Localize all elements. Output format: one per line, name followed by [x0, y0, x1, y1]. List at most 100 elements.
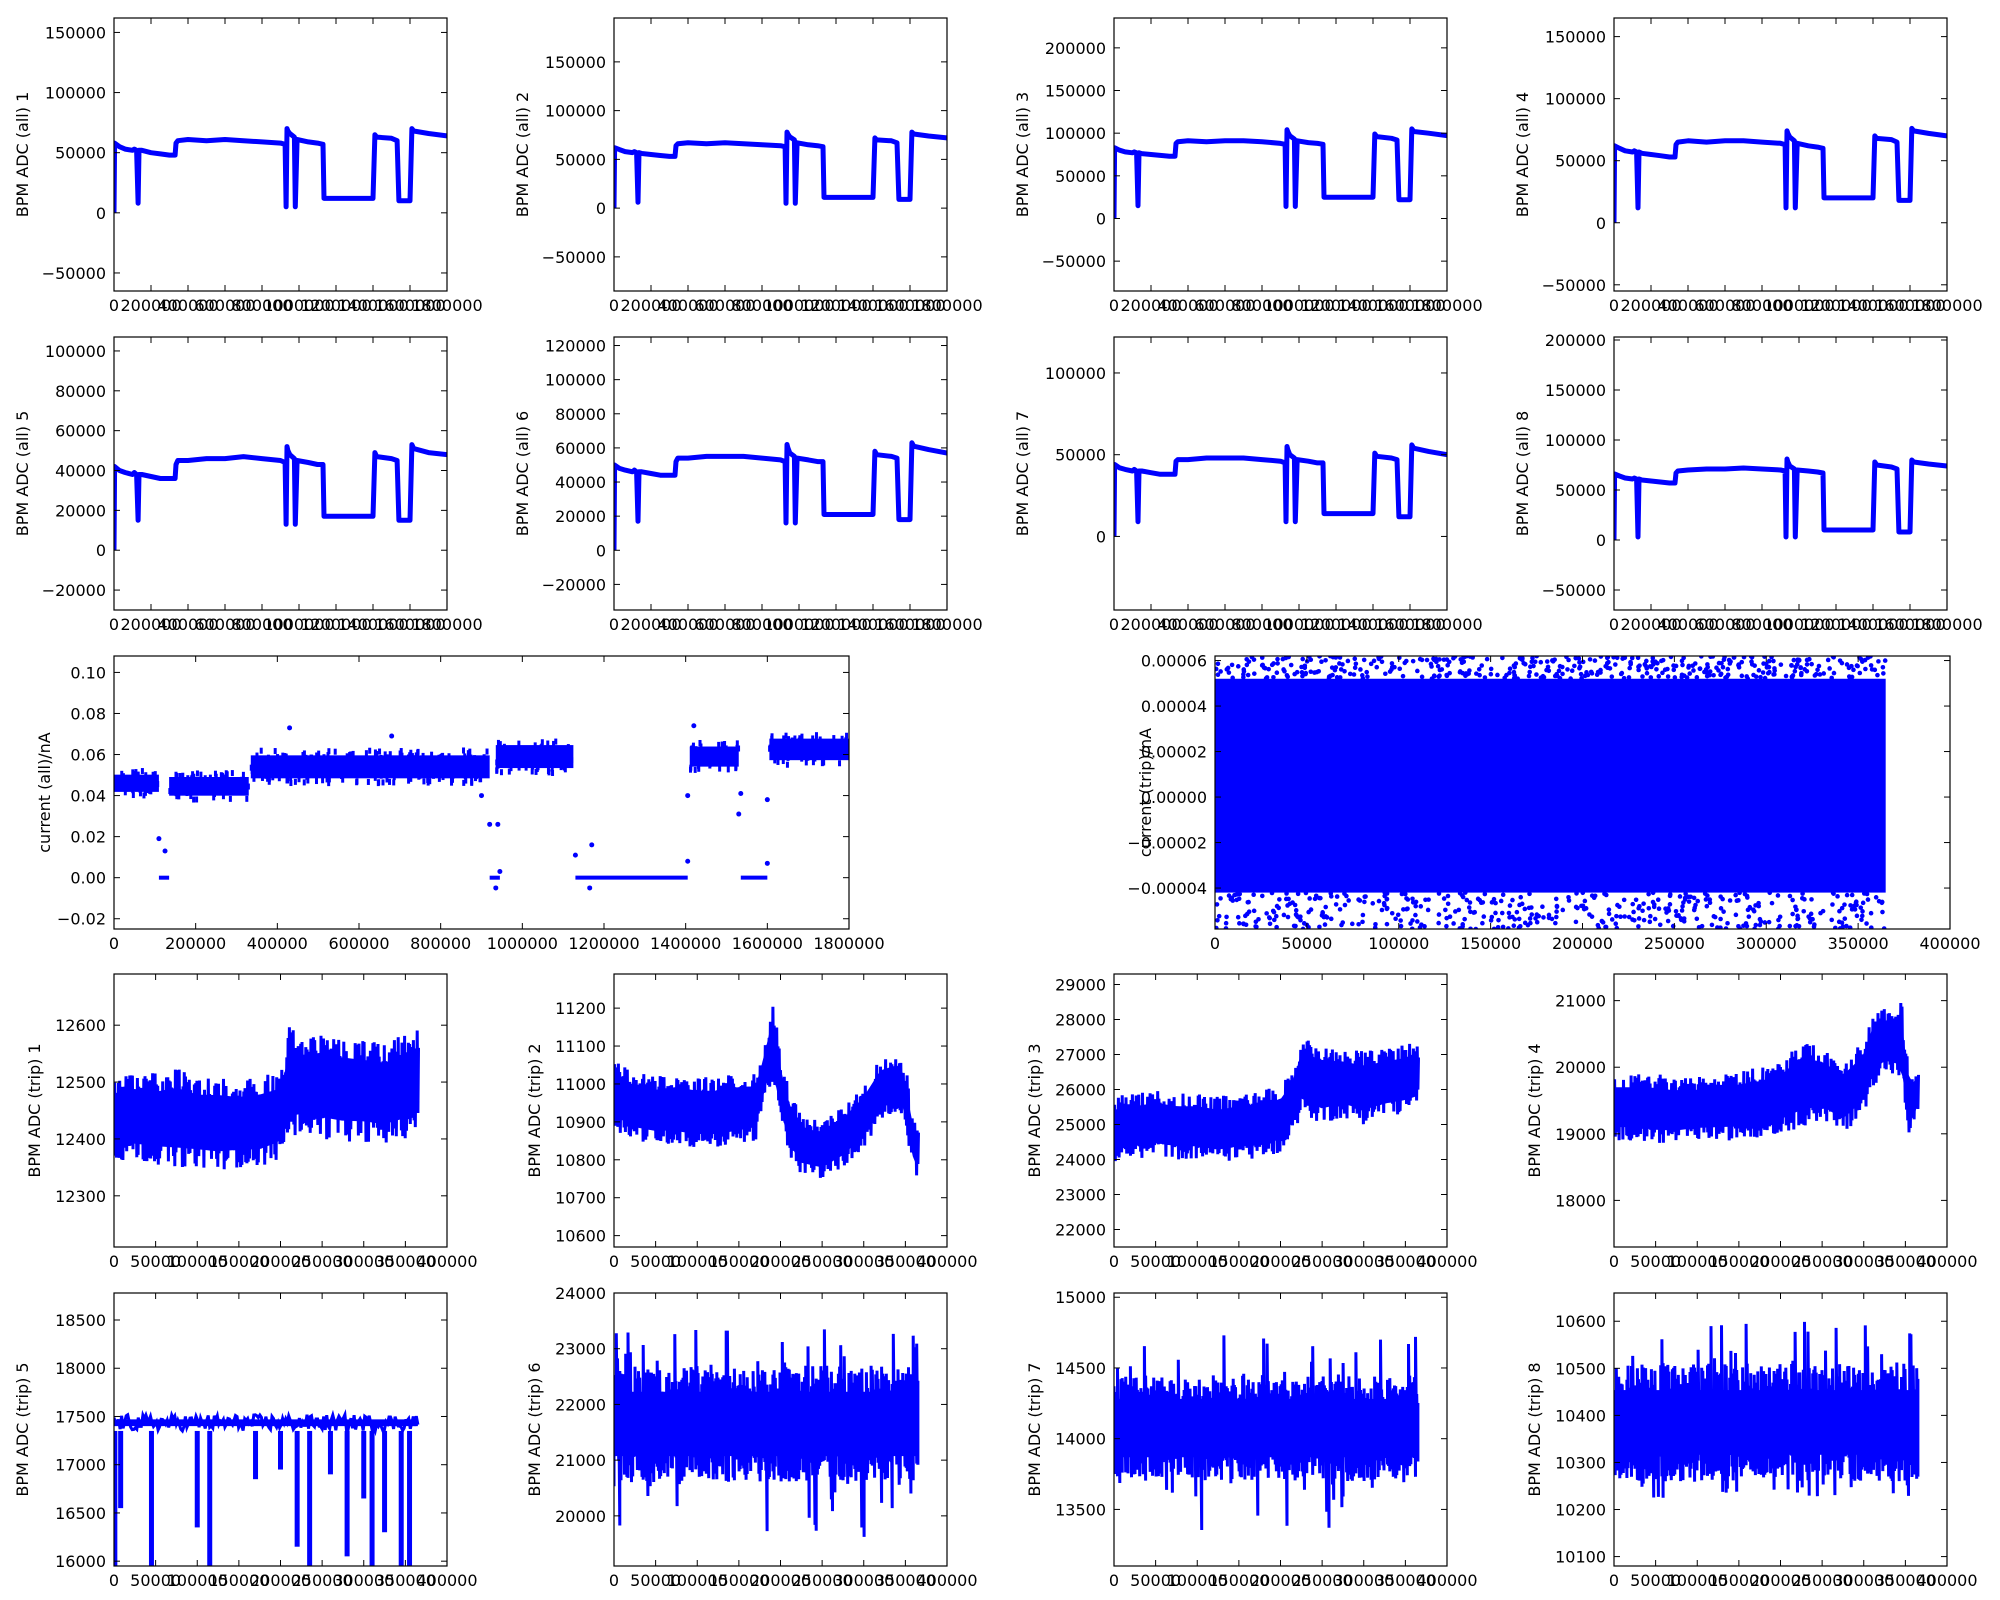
subplot-6: 0 200000400000600000800000100000012000001…	[513, 336, 983, 634]
scatter-point	[385, 776, 389, 783]
x-tick-label: 0	[1609, 296, 1619, 315]
scatter-point	[1360, 919, 1365, 925]
scatter-point	[1457, 926, 1463, 929]
subplot-11: 0 500001000001500002000002500003000003500…	[25, 973, 478, 1271]
scatter-point	[1880, 664, 1886, 670]
y-tick-label: 0.00004	[1141, 697, 1207, 716]
scatter-point	[717, 741, 721, 748]
scatter-point	[1488, 666, 1494, 672]
x-tick-label: 0	[609, 615, 619, 634]
scatter-point	[1815, 667, 1820, 673]
x-tick-label: 100000	[1667, 1571, 1728, 1590]
drop-spike	[398, 1430, 404, 1566]
plot-area	[114, 1409, 420, 1566]
scatter-point	[782, 735, 786, 742]
scatter-point	[1606, 907, 1612, 912]
subplot-18: 0 500001000001500002000002500003000003500…	[1525, 1292, 1978, 1590]
scatter-point	[1437, 657, 1442, 662]
x-tick-label: 0	[1109, 1571, 1119, 1590]
scatter-point	[1533, 916, 1538, 921]
x-tick-label: 50000	[1130, 1571, 1181, 1590]
outlier-point	[587, 885, 593, 891]
plot-area	[1614, 125, 1947, 223]
scatter-point	[293, 778, 297, 785]
scatter-point	[1709, 922, 1715, 928]
scatter-point	[1270, 908, 1276, 914]
scatter-point	[220, 772, 224, 779]
y-tick-label: 150000	[1545, 28, 1606, 47]
scatter-point	[1751, 908, 1757, 914]
scatter-point	[1881, 671, 1886, 676]
scatter-point	[341, 776, 345, 783]
scatter-point	[1681, 900, 1686, 905]
scatter-point	[776, 758, 780, 765]
scatter-point	[368, 747, 372, 754]
scatter-point	[785, 761, 789, 768]
scatter-point	[1251, 908, 1257, 914]
scatter-point	[1609, 674, 1615, 679]
scatter-point	[1458, 657, 1464, 662]
axes-frame	[1113, 17, 1448, 292]
drop-spike	[114, 1430, 118, 1566]
x-tick-label: 200000	[750, 1252, 811, 1271]
scatter-point	[407, 777, 411, 784]
y-tick-label: 18000	[55, 1359, 106, 1378]
y-tick-label: 10900	[555, 1113, 606, 1132]
scatter-point	[1613, 921, 1619, 927]
scatter-point	[1657, 922, 1663, 928]
scatter-point	[1605, 665, 1610, 671]
y-tick-label: 10800	[555, 1151, 606, 1170]
scatter-point	[1352, 665, 1358, 671]
scatter-point	[1652, 916, 1658, 922]
y-tick-label: −50000	[42, 264, 106, 283]
scatter-point	[1526, 673, 1532, 679]
scatter-point	[1744, 674, 1749, 679]
scatter-point	[1522, 661, 1528, 667]
scatter-point	[1519, 657, 1525, 663]
x-tick-label: 1600000	[1374, 296, 1445, 315]
scatter-point	[689, 766, 693, 773]
y-tick-label: 10400	[1555, 1406, 1606, 1425]
scatter-point	[784, 732, 788, 739]
x-tick-label: 50000	[630, 1252, 681, 1271]
x-tick-label: 250000	[292, 1252, 353, 1271]
scatter-point	[1654, 667, 1659, 672]
scatter-point	[1766, 664, 1772, 670]
x-tick-label: 1000000	[1263, 296, 1334, 315]
y-tick-label: 100000	[1545, 431, 1606, 450]
y-tick-label: 29000	[1055, 976, 1106, 995]
scatter-point	[1801, 908, 1807, 914]
scatter-point	[1756, 668, 1762, 673]
scatter-point	[1275, 656, 1280, 662]
scatter-point	[1329, 665, 1335, 670]
drop-spike	[307, 1430, 313, 1566]
scatter-point	[540, 739, 544, 746]
scatter-point	[1667, 893, 1673, 899]
y-tick-label: 50000	[55, 144, 106, 163]
scatter-point	[1745, 907, 1751, 913]
scatter-point	[1362, 894, 1368, 900]
scatter-point	[1482, 891, 1488, 897]
scatter-point	[351, 750, 355, 757]
x-tick-label: 0	[1609, 1252, 1619, 1271]
outlier-point	[497, 869, 503, 875]
scatter-point	[1418, 904, 1424, 909]
x-tick-label: 1600000	[374, 615, 445, 634]
x-tick-label: 200000	[1120, 615, 1181, 634]
scatter-point	[1640, 908, 1645, 914]
scatter-point	[1298, 917, 1303, 923]
scatter-point	[1778, 662, 1784, 667]
scatter-point	[1379, 907, 1385, 913]
y-tick-label: 0	[1096, 527, 1106, 546]
scatter-point	[1500, 924, 1506, 929]
scatter-point	[191, 771, 195, 778]
scatter-point	[1771, 658, 1776, 664]
y-tick-label: 16500	[55, 1504, 106, 1523]
scatter-point	[1756, 903, 1762, 909]
scatter-point	[1695, 898, 1701, 904]
scatter-cloud	[1215, 656, 1888, 929]
scatter-point	[1342, 902, 1348, 908]
scatter-point	[1303, 671, 1308, 677]
scatter-point	[1719, 661, 1724, 666]
x-tick-label: 1400000	[837, 615, 908, 634]
